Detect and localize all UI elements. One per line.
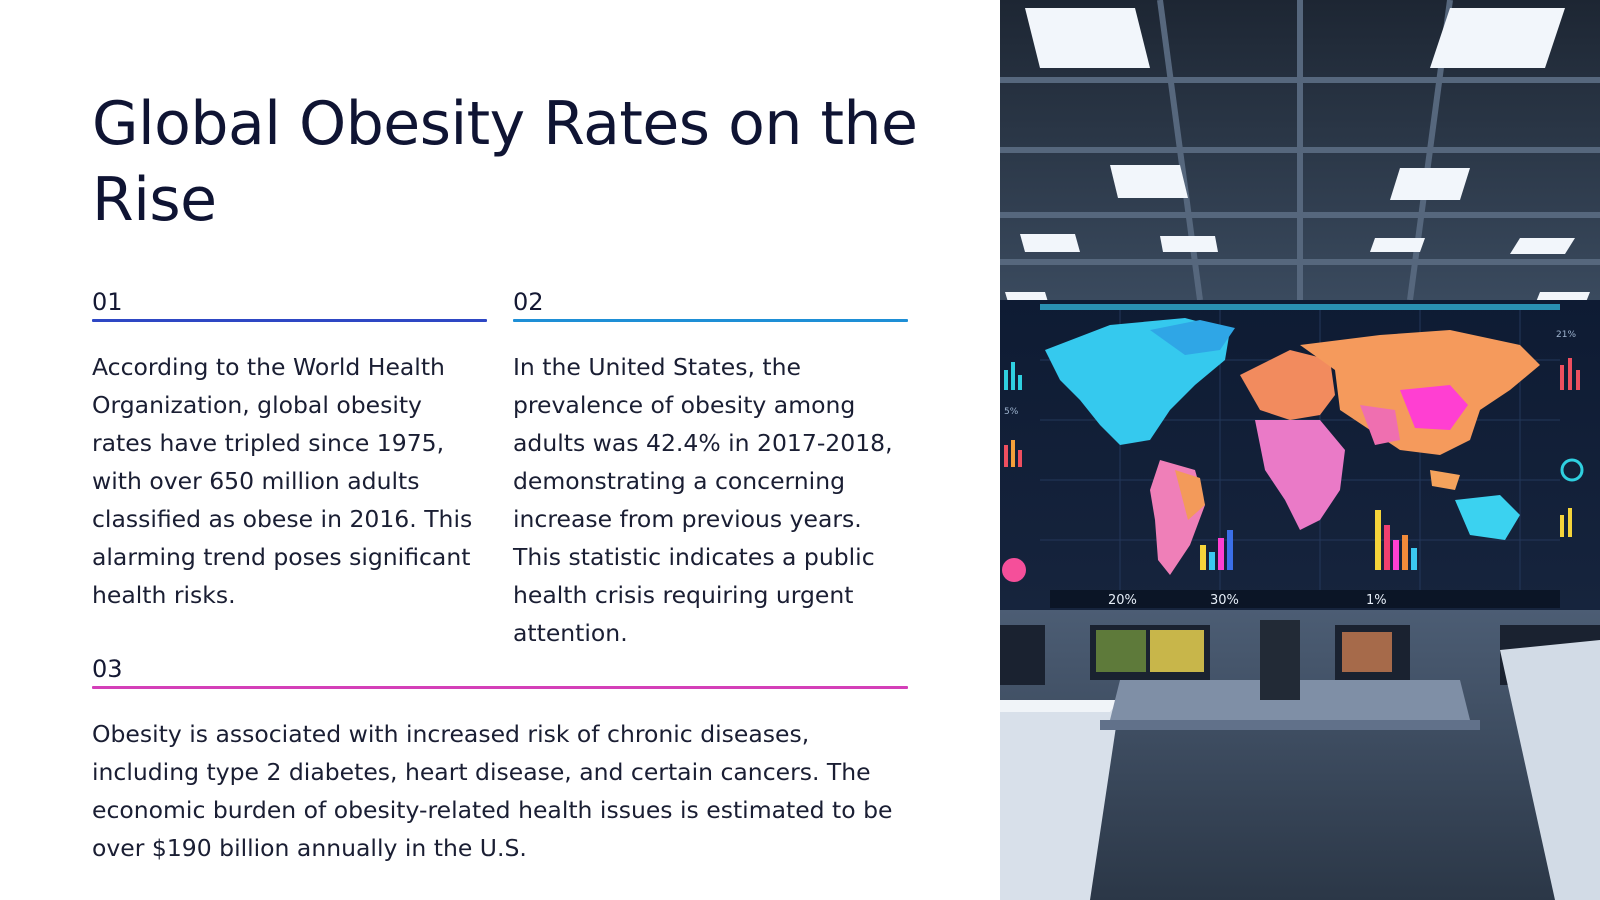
point-number: 03 — [92, 655, 123, 683]
point-text: Obesity is associated with increased ris… — [92, 720, 893, 862]
point-03: 03 Obesity is associated with increased … — [92, 655, 908, 867]
point-number: 01 — [92, 288, 123, 316]
screen-label: 5% — [1004, 407, 1019, 417]
point-number: 02 — [513, 288, 544, 316]
text-panel: Global Obesity Rates on the Rise 01 Acco… — [92, 89, 918, 867]
control-room-image: 20% 30% 1% 5% 21% — [1000, 0, 1600, 900]
point-02: 02 In the United States, the prevalence … — [513, 288, 908, 652]
point-rule — [513, 319, 908, 322]
point-rule — [92, 319, 487, 322]
point-rule — [92, 686, 908, 689]
point-text: In the United States, the prevalence of … — [513, 353, 893, 647]
screen-label: 30% — [1210, 593, 1239, 608]
screen-label: 20% — [1108, 593, 1137, 608]
slide-title: Global Obesity Rates on the Rise — [92, 89, 918, 235]
point-01: 01 According to the World Health Organiz… — [92, 288, 487, 614]
point-text: According to the World Health Organizati… — [92, 353, 473, 609]
screen-label: 21% — [1556, 330, 1576, 340]
screen-label: 1% — [1366, 593, 1387, 608]
